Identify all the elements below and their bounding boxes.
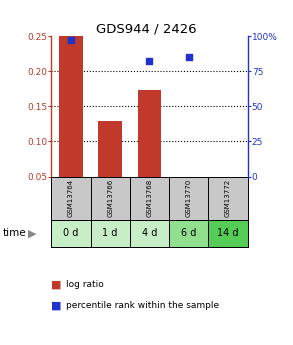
Text: GSM13772: GSM13772 [225, 179, 231, 217]
Text: ■: ■ [51, 280, 62, 289]
Text: 14 d: 14 d [217, 228, 239, 238]
Text: ■: ■ [51, 300, 62, 310]
Text: percentile rank within the sample: percentile rank within the sample [66, 301, 219, 310]
Bar [59, 36, 83, 177]
Text: ▶: ▶ [28, 228, 36, 238]
Text: 0 d: 0 d [63, 228, 79, 238]
Text: 1 d: 1 d [103, 228, 118, 238]
Text: time: time [3, 228, 27, 238]
Bar [91, 220, 130, 247]
Text: 4 d: 4 d [142, 228, 157, 238]
Text: 6 d: 6 d [181, 228, 196, 238]
Bar [138, 90, 161, 177]
Bar [169, 220, 208, 247]
Bar [208, 220, 248, 247]
Text: GDS944 / 2426: GDS944 / 2426 [96, 22, 197, 36]
Text: GSM13766: GSM13766 [107, 179, 113, 217]
Bar [98, 121, 122, 177]
Text: GSM13768: GSM13768 [146, 179, 152, 217]
Point [69, 38, 73, 43]
Bar [130, 220, 169, 247]
Bar [51, 220, 91, 247]
Text: GSM13764: GSM13764 [68, 179, 74, 217]
Text: GSM13770: GSM13770 [186, 179, 192, 217]
Point [147, 59, 152, 64]
Point [186, 55, 191, 60]
Text: log ratio: log ratio [66, 280, 104, 289]
